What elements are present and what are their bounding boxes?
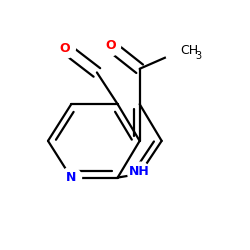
Text: 3: 3: [196, 51, 202, 61]
Circle shape: [165, 38, 192, 65]
Text: CH: CH: [180, 44, 198, 57]
Text: O: O: [60, 42, 70, 54]
Circle shape: [61, 167, 82, 188]
Circle shape: [128, 162, 152, 186]
Circle shape: [55, 38, 76, 58]
Circle shape: [100, 35, 120, 56]
Text: O: O: [105, 39, 116, 52]
Text: NH: NH: [129, 165, 150, 178]
Text: N: N: [66, 171, 76, 184]
